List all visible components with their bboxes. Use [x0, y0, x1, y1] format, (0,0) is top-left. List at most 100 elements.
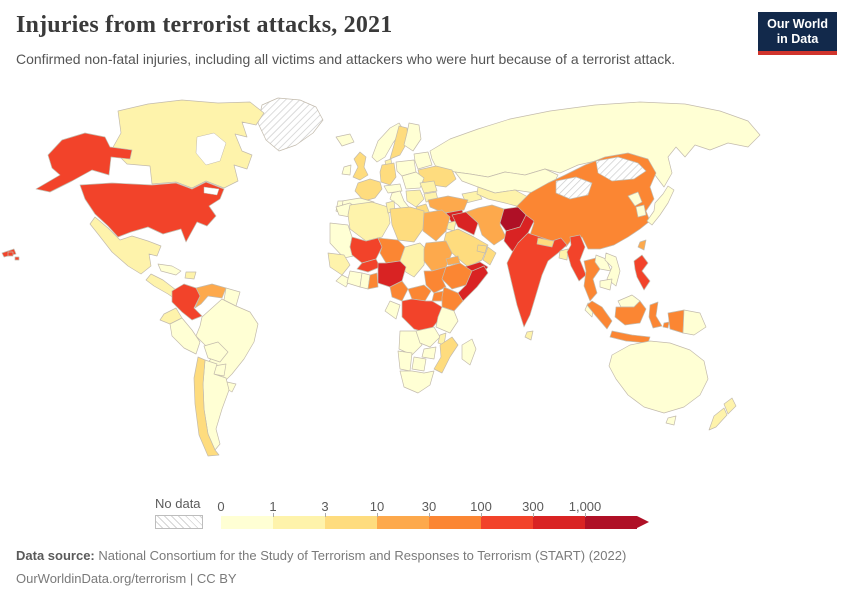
country-namibia[interactable]: [397, 350, 413, 372]
country-iran[interactable]: [465, 204, 507, 246]
data-source-line: Data source: National Consortium for the…: [16, 547, 626, 564]
country-myanmar[interactable]: [566, 234, 587, 282]
country-mexico[interactable]: [89, 216, 162, 275]
country-south-africa[interactable]: [399, 370, 435, 394]
country-india[interactable]: [506, 232, 568, 328]
data-source-text: National Consortium for the Study of Ter…: [94, 548, 627, 563]
country-somalia[interactable]: [457, 265, 489, 302]
country-bangladesh[interactable]: [558, 248, 569, 261]
country-guyanas[interactable]: [223, 287, 241, 307]
country-indonesia-papua[interactable]: [667, 309, 685, 334]
country-iceland[interactable]: [335, 133, 355, 147]
country-romania[interactable]: [419, 180, 438, 194]
country-nepal[interactable]: [536, 237, 555, 248]
country-france[interactable]: [354, 178, 383, 202]
country-chile[interactable]: [193, 356, 220, 457]
owid-logo[interactable]: Our World in Data: [758, 12, 837, 55]
country-iraq[interactable]: [451, 211, 479, 236]
legend-bar: [221, 516, 653, 529]
legend-segment[interactable]: [273, 516, 325, 529]
country-cuba[interactable]: [157, 263, 182, 276]
country-indonesia-java[interactable]: [609, 330, 651, 344]
country-germany[interactable]: [379, 162, 397, 186]
country-balkans[interactable]: [405, 189, 425, 208]
country-japan[interactable]: [646, 185, 675, 226]
country-hispaniola[interactable]: [184, 271, 197, 280]
country-laos[interactable]: [594, 254, 612, 272]
country-togo-benin[interactable]: [367, 272, 379, 290]
country-uae[interactable]: [476, 244, 488, 254]
country-senegal-guinea[interactable]: [327, 252, 351, 276]
country-indonesia-sulawesi[interactable]: [648, 301, 663, 329]
country-canada[interactable]: [111, 99, 265, 189]
legend-segment[interactable]: [481, 516, 533, 529]
country-usa-mainland[interactable]: [79, 181, 225, 243]
country-kenya[interactable]: [441, 286, 464, 312]
country-kyrgyzstan-tajikistan[interactable]: [555, 176, 593, 200]
country-drc[interactable]: [401, 298, 443, 334]
hudson-bay: [195, 132, 227, 166]
country-mali[interactable]: [349, 236, 383, 264]
legend-segment[interactable]: [377, 516, 429, 529]
country-peru[interactable]: [169, 317, 201, 355]
country-colombia[interactable]: [171, 283, 203, 321]
country-zambia[interactable]: [415, 326, 441, 348]
legend-segment[interactable]: [221, 516, 273, 529]
country-burkina-faso[interactable]: [356, 258, 381, 273]
country-angola[interactable]: [398, 330, 423, 356]
country-mongolia[interactable]: [595, 156, 647, 182]
country-botswana[interactable]: [411, 356, 427, 372]
country-cambodia[interactable]: [599, 278, 613, 291]
country-indonesia-kalimantan[interactable]: [614, 300, 647, 326]
country-finland[interactable]: [403, 122, 422, 152]
country-indonesia-sumatra[interactable]: [586, 300, 613, 330]
license-link[interactable]: OurWorldinData.org/terrorism | CC BY: [16, 571, 237, 586]
legend-tick-label: 10: [369, 499, 385, 514]
country-egypt[interactable]: [422, 209, 451, 242]
legend-tick-mark: [533, 513, 534, 517]
country-ireland[interactable]: [341, 164, 352, 176]
country-algeria[interactable]: [347, 201, 391, 242]
map-legend: No data 0 1 3 10 30 100 300 1,000: [155, 496, 653, 529]
no-data-label: No data: [155, 496, 201, 511]
country-ivory-coast[interactable]: [346, 270, 363, 288]
country-sierra-leone-liberia[interactable]: [335, 274, 351, 288]
country-sweden[interactable]: [389, 125, 409, 160]
country-mozambique[interactable]: [433, 336, 459, 374]
country-uk[interactable]: [352, 151, 369, 181]
country-south-sudan[interactable]: [423, 266, 447, 294]
country-png[interactable]: [682, 309, 707, 336]
country-turkey[interactable]: [427, 195, 469, 214]
country-switzerland-austria[interactable]: [383, 183, 403, 194]
legend-tick-mark: [481, 513, 482, 517]
legend-tick-label: 0: [217, 499, 225, 514]
country-gabon-congo[interactable]: [384, 300, 401, 320]
country-madagascar[interactable]: [461, 338, 477, 366]
legend-ticks: 0 1 3 10 30 100 300 1,000: [217, 499, 653, 517]
country-car[interactable]: [407, 284, 432, 302]
country-north-korea[interactable]: [627, 191, 643, 207]
country-sri-lanka[interactable]: [524, 330, 534, 341]
country-australia[interactable]: [608, 340, 709, 414]
country-new-zealand[interactable]: [708, 397, 737, 431]
country-usa-hawaii[interactable]: [7, 251, 20, 261]
legend-segment[interactable]: [325, 516, 377, 529]
legend-segment[interactable]: [585, 516, 637, 529]
legend-segment[interactable]: [429, 516, 481, 529]
country-belarus-baltics[interactable]: [413, 151, 433, 170]
country-greenland[interactable]: [257, 97, 324, 152]
country-philippines[interactable]: [633, 254, 651, 291]
country-south-korea[interactable]: [635, 204, 647, 218]
country-bolivia[interactable]: [203, 341, 229, 363]
legend-segment[interactable]: [533, 516, 585, 529]
country-libya[interactable]: [389, 206, 425, 243]
country-nigeria[interactable]: [377, 260, 407, 288]
country-usa-alaska[interactable]: [35, 132, 133, 193]
country-cameroon[interactable]: [389, 280, 409, 302]
country-australia-tasmania[interactable]: [665, 415, 677, 426]
country-zimbabwe[interactable]: [421, 346, 437, 360]
country-oman[interactable]: [482, 246, 497, 266]
no-data-swatch[interactable]: [155, 515, 203, 529]
country-taiwan[interactable]: [637, 239, 647, 251]
country-tanzania[interactable]: [435, 306, 459, 334]
